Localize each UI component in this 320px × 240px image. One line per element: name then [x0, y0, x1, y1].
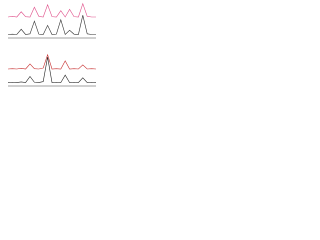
- spectrum-line: [7, 53, 97, 70]
- figure: [0, 0, 100, 100]
- spectrum-line: [7, 2, 96, 18]
- background: [0, 0, 100, 100]
- spectrum-line: [7, 15, 96, 36]
- spectrum-line: [7, 57, 97, 83]
